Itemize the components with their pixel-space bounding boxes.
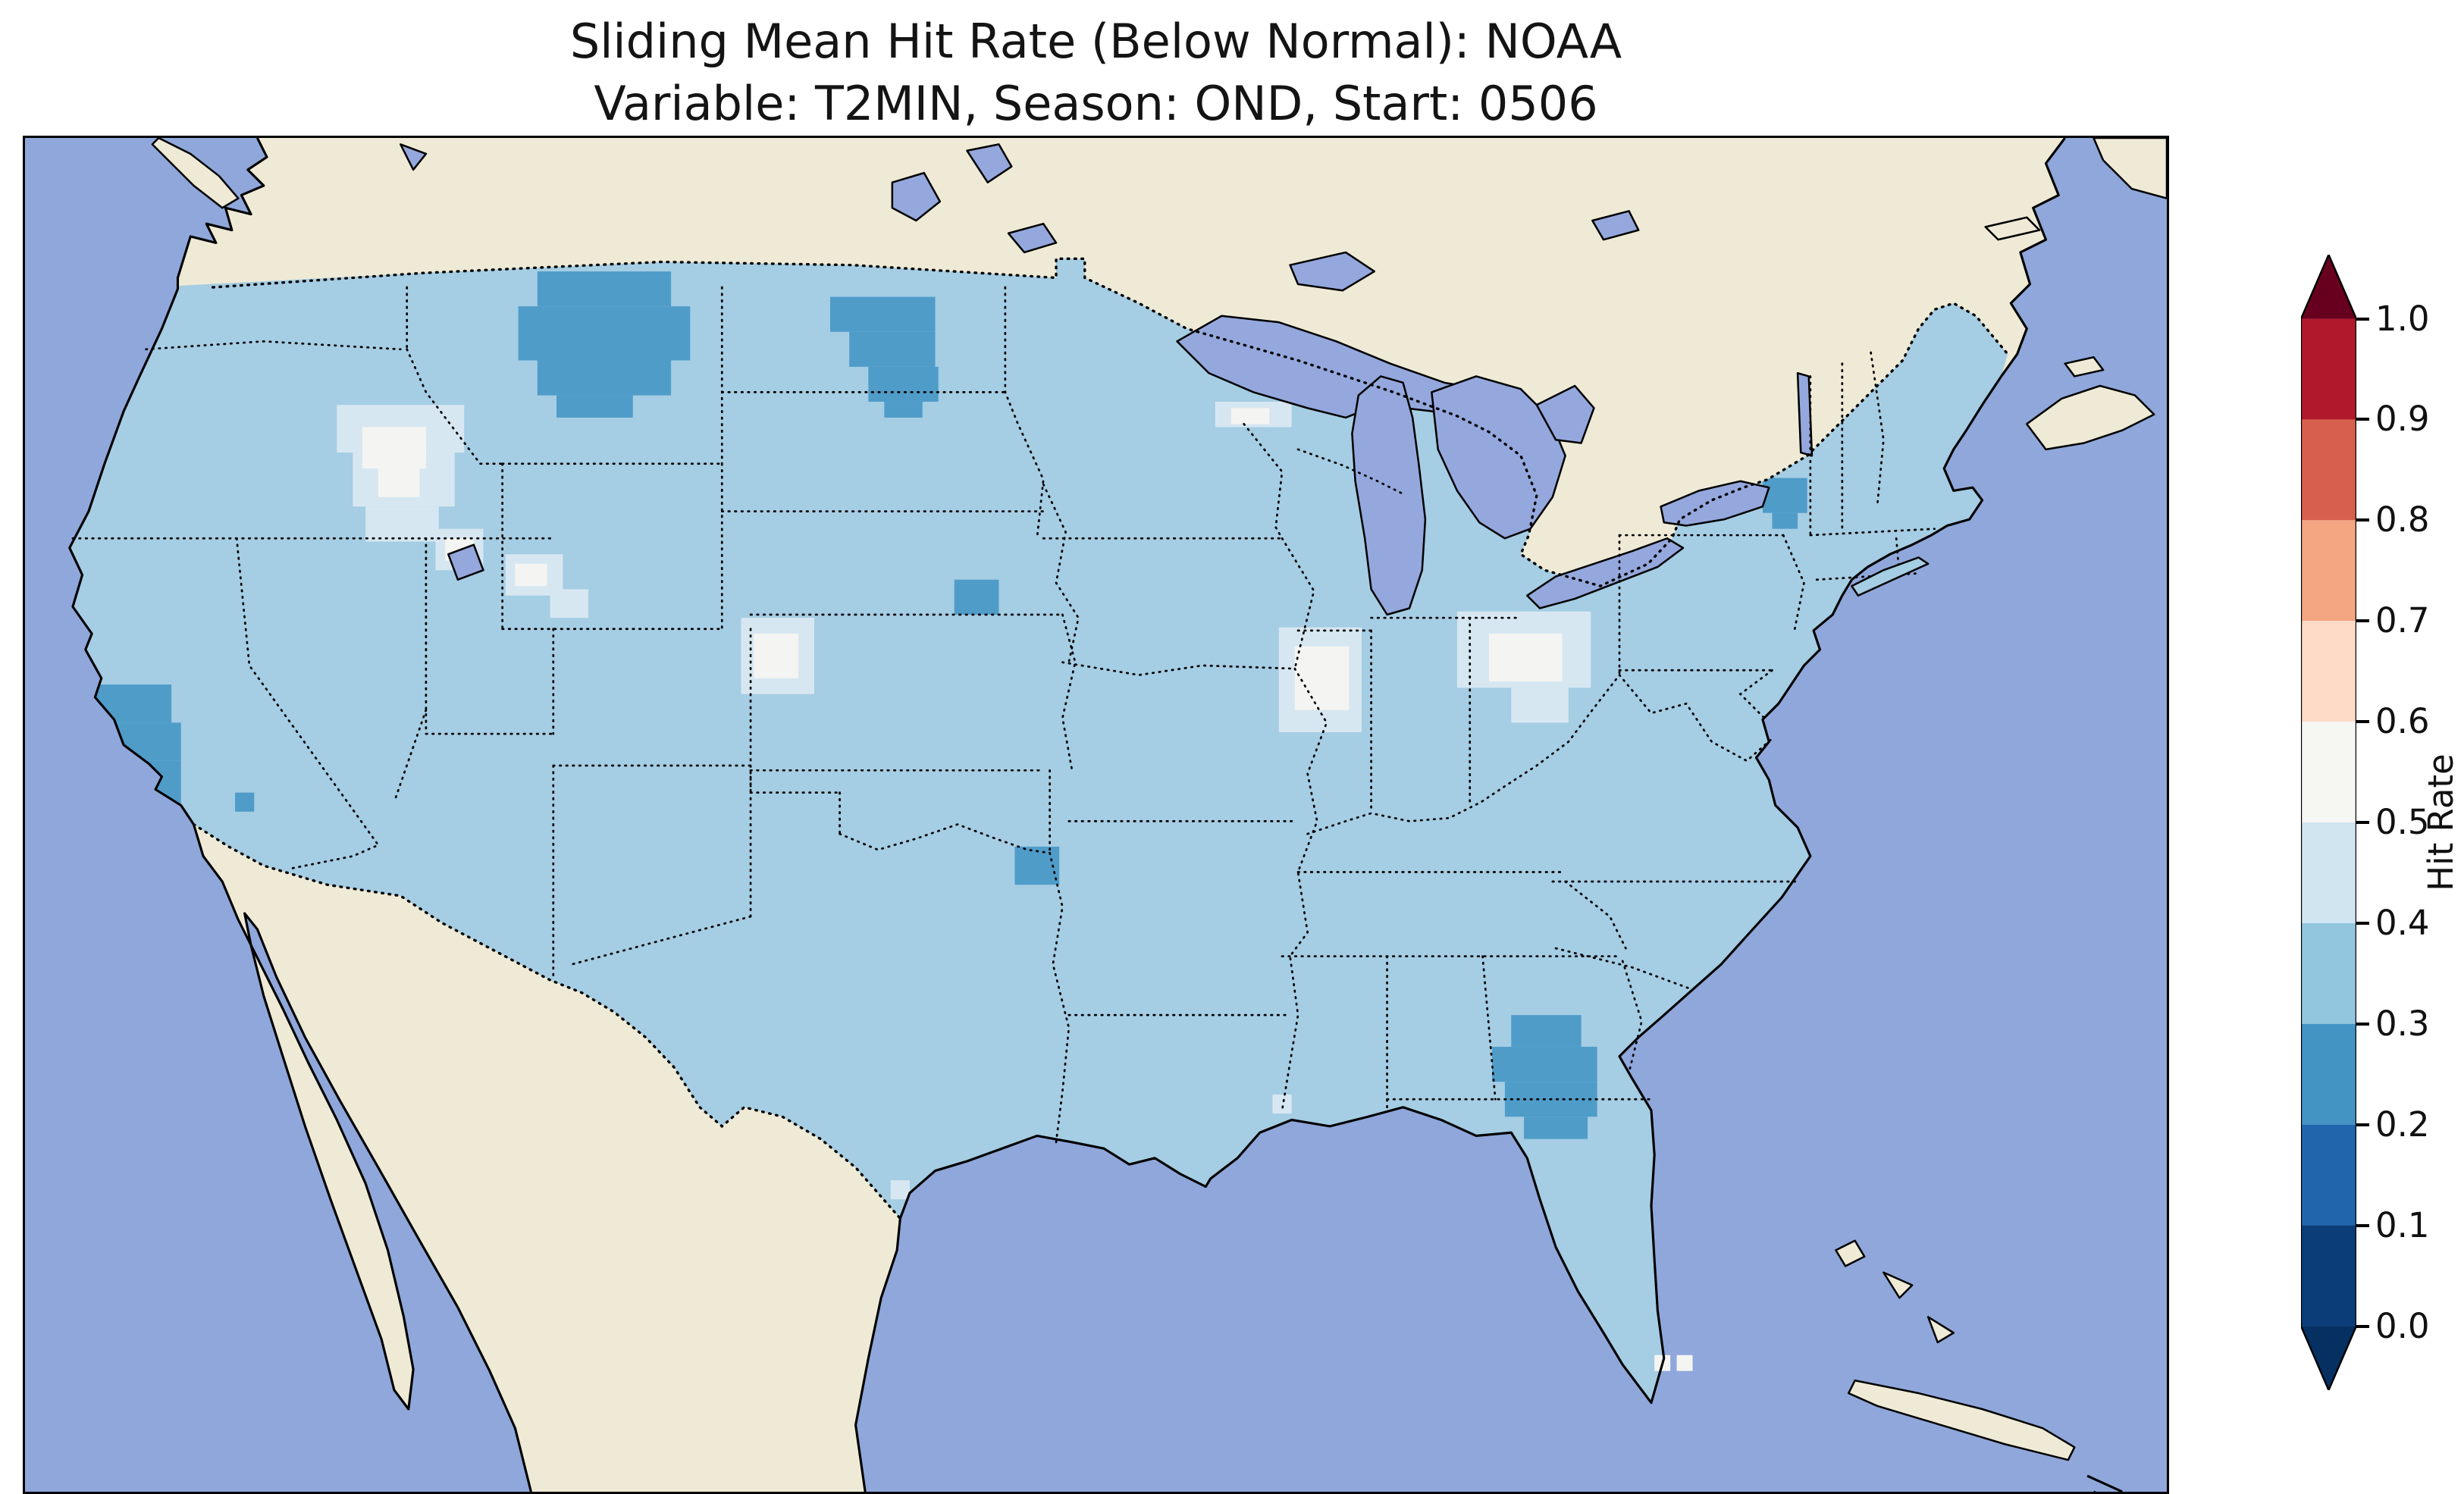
colorbar-tick-label: 0.3	[2375, 1004, 2430, 1044]
canada-lake-4	[1591, 210, 1640, 241]
colorbar-tick-label: 0.2	[2375, 1104, 2430, 1145]
colorbar-tick	[2356, 1325, 2369, 1328]
bahamas-3	[1926, 1316, 1955, 1344]
colorbar-tick	[2356, 720, 2369, 723]
lake-erie	[1526, 537, 1685, 609]
hit-rate-patches-0.5-0.6	[362, 408, 1563, 710]
canada-lake-5	[1007, 222, 1058, 254]
colorbar-tick-label: 1.0	[2375, 299, 2430, 339]
canada-lake-6	[400, 143, 428, 171]
colorbar-band-0.8-0.9	[2301, 419, 2356, 521]
colorbar-tick	[2356, 1023, 2369, 1026]
colorbar-tick-label: 0.0	[2375, 1306, 2430, 1346]
figure-title-line1: Sliding Mean Hit Rate (Below Normal): NO…	[569, 14, 1622, 69]
colorbar-extend-over	[2301, 255, 2356, 319]
colorbar-band-0.5-0.6	[2301, 722, 2356, 822]
canada-lake-2	[966, 143, 1013, 183]
colorbar-extend-under	[2301, 1326, 2356, 1390]
nova-scotia	[2026, 384, 2155, 451]
georgian-bay	[1535, 384, 1595, 444]
colorbar-tick	[2356, 518, 2369, 521]
lake-champlain	[1796, 371, 1814, 457]
colorbar-tick-label: 0.7	[2375, 600, 2430, 641]
figure-title: Sliding Mean Hit Rate (Below Normal): NO…	[23, 11, 2169, 135]
colorbar-band-0.7-0.8	[2301, 520, 2356, 622]
colorbar-tick-label: 0.6	[2375, 701, 2430, 741]
newfoundland-corner	[2093, 138, 2167, 199]
colorbar-tick-label: 0.1	[2375, 1205, 2430, 1245]
colorbar-tick-label: 0.8	[2375, 500, 2430, 540]
map-canvas	[23, 136, 2169, 1494]
bahamas-1	[1835, 1239, 1866, 1267]
prince-edward-island	[2064, 356, 2105, 377]
colorbar-axis-label: Hit Rate	[2421, 753, 2461, 891]
cuba	[1847, 1380, 2076, 1461]
figure-title-line2: Variable: T2MIN, Season: OND, Start: 050…	[594, 75, 1598, 131]
colorbar-band-0.3-0.4	[2301, 922, 2356, 1024]
great-salt-lake	[447, 543, 484, 581]
bahamas-2	[1882, 1271, 1914, 1299]
colorbar-tick-label: 0.4	[2375, 903, 2430, 943]
map-svg	[25, 138, 2167, 1492]
colorbar-ticks: 1.0 0.9 0.8 0.7 0.6 0.5 0.4 0.3 0.2 0.1 …	[2301, 255, 2464, 1390]
us-canada-border	[211, 257, 2009, 587]
colorbar	[2301, 255, 2356, 1390]
colorbar-tick	[2356, 1123, 2369, 1126]
us-mexico-border	[192, 822, 902, 1220]
colorbar-band-0.2-0.3	[2301, 1023, 2356, 1125]
coastline	[68, 138, 2066, 1492]
colorbar-tick	[2356, 922, 2369, 925]
colorbar-band-0.6-0.7	[2301, 621, 2356, 722]
colorbar-tick-label: 0.9	[2375, 399, 2430, 439]
lake-huron	[1431, 375, 1566, 540]
island-coast-fragments	[2086, 1474, 2123, 1492]
state-borders	[71, 286, 1936, 1144]
colorbar-tick	[2356, 821, 2369, 824]
lake-michigan	[1351, 375, 1427, 616]
long-island	[1851, 556, 1930, 597]
anticosti-island	[1984, 216, 2041, 241]
colorbar-tick-label: 0.5	[2375, 802, 2430, 842]
islands-us	[1851, 556, 1930, 597]
canada-lake-1	[891, 171, 942, 222]
colorbar-band-0.4-0.5	[2301, 822, 2356, 923]
colorbar-band-0.1-0.2	[2301, 1124, 2356, 1226]
islands-foreign	[151, 138, 2167, 1461]
colorbar-tick	[2356, 1224, 2369, 1227]
colorbar-tick	[2356, 418, 2369, 421]
colorbar-band-0.9-1.0	[2301, 318, 2356, 420]
canada-lake-3	[1289, 251, 1376, 292]
lakes	[400, 143, 1814, 616]
colorbar-tick	[2356, 619, 2369, 622]
colorbar-band-0.0-0.1	[2301, 1225, 2356, 1326]
colorbar-tick	[2356, 318, 2369, 321]
vancouver-island	[151, 138, 240, 209]
